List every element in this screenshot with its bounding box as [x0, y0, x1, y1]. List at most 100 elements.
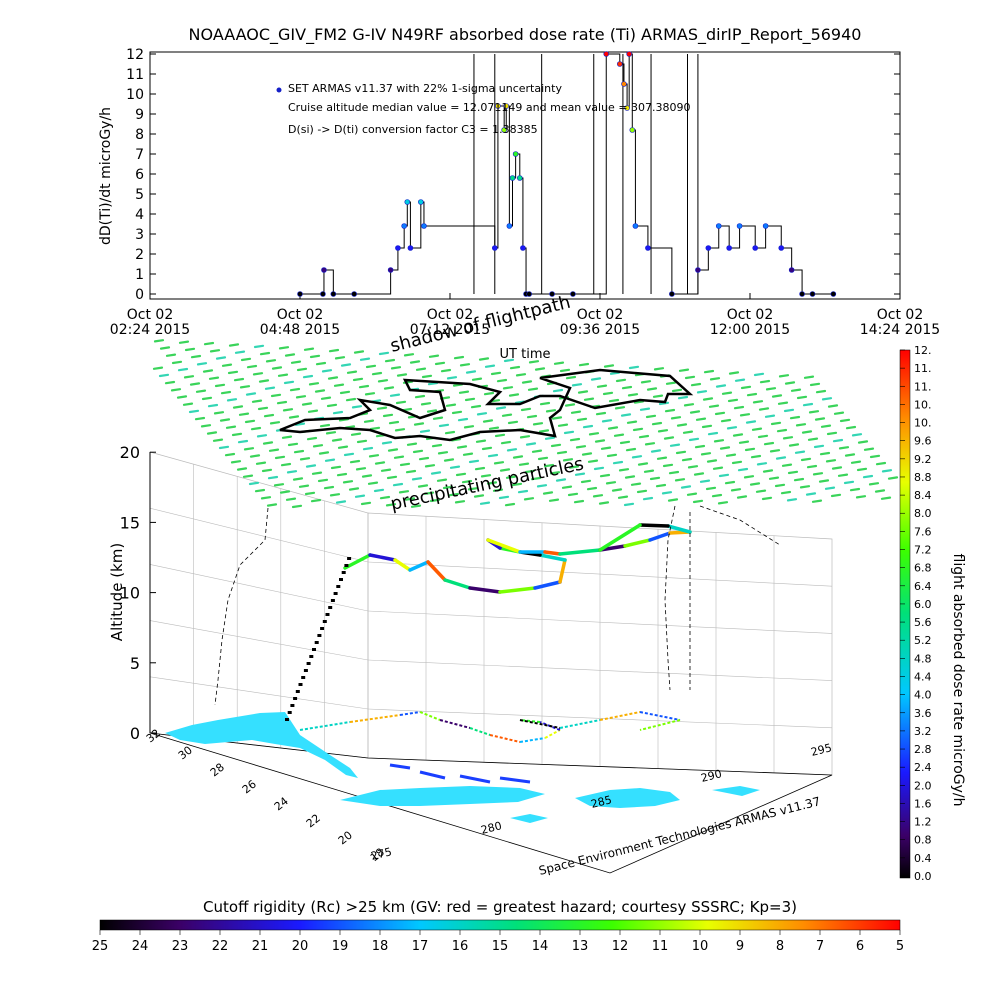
wall-grid-line: [149, 620, 369, 661]
particle-dash: [367, 481, 379, 485]
particle-dash: [688, 437, 700, 442]
ts-plot-frame: [149, 51, 901, 300]
particle-dash: [454, 500, 466, 504]
particle-dash: [177, 367, 189, 372]
ascent-track-dot: [295, 690, 300, 693]
particle-dash: [330, 465, 342, 470]
dose-colorbar-label: flight absorbed dose rate microGy/h: [950, 554, 966, 807]
particle-dash: [446, 376, 458, 380]
particle-dash: [638, 434, 650, 439]
particle-dash: [580, 479, 592, 484]
particle-dash: [502, 386, 514, 390]
bahamas-dots: [389, 763, 531, 784]
particle-dash: [479, 501, 491, 505]
particle-dash: [649, 476, 661, 481]
particle-dash: [670, 416, 682, 420]
particle-dash: [671, 388, 683, 393]
particle-dash: [682, 430, 694, 434]
rigidity-colorbar-tick-label: 23: [172, 939, 189, 954]
precipitating-particles-label: precipitating particles: [389, 453, 586, 514]
particle-dash: [613, 433, 625, 437]
floor-shadow-segment: [639, 719, 681, 731]
particle-dash: [480, 474, 492, 478]
particle-dash: [771, 394, 783, 398]
particle-dash: [496, 378, 508, 383]
particle-dash: [819, 451, 831, 456]
particle-dash: [361, 474, 373, 478]
ts-data-point: [421, 223, 427, 229]
particle-dash: [667, 498, 679, 502]
dose-colorbar-tick-label: 10.: [914, 417, 932, 430]
particle-dash: [493, 461, 505, 465]
cruise-path-segment: [558, 558, 567, 584]
particle-dash: [328, 348, 340, 353]
particle-dash: [565, 375, 577, 380]
particle-dash: [201, 396, 213, 401]
ascent-track-dot: [344, 564, 349, 567]
cruise-path-segment: [648, 531, 672, 542]
particle-dash: [506, 448, 518, 452]
particle-dash: [266, 503, 278, 507]
particle-dash: [414, 394, 426, 399]
particle-dash: [776, 428, 788, 433]
particle-dash: [661, 491, 673, 495]
dose-colorbar-tick-label: 9.2: [914, 453, 932, 466]
particle-dash: [843, 480, 855, 485]
ascent-track-dot: [317, 634, 322, 637]
particle-dash: [755, 489, 767, 493]
particle-dash: [734, 378, 746, 382]
particle-dash: [801, 430, 813, 434]
particle-dash: [430, 471, 442, 475]
particle-dash: [512, 455, 524, 459]
particle-dash: [398, 490, 410, 494]
particle-dash: [639, 407, 651, 411]
particle-dash: [310, 498, 322, 503]
ts-data-point: [570, 291, 576, 297]
particle-dash: [557, 423, 569, 427]
particle-dash: [863, 447, 875, 451]
particle-dash: [650, 449, 662, 453]
ts-y-tick-label: 4: [135, 207, 144, 223]
ts-x-tick-label-time: 07:12 2015: [410, 322, 490, 338]
particle-dash: [553, 361, 565, 365]
lat-tick-label: 24: [272, 795, 291, 814]
particle-dash: [874, 489, 886, 493]
particle-dash: [551, 416, 563, 420]
particle-dash: [733, 405, 745, 410]
particle-dash: [548, 498, 560, 502]
ts-data-point: [491, 245, 498, 251]
ascent-track-dot: [320, 627, 325, 630]
particle-dash: [317, 478, 329, 483]
particle-dash: [170, 388, 182, 392]
particle-dash: [563, 430, 575, 435]
ts-data-point: [645, 245, 651, 251]
ts-x-tick-label-date: Oct 02: [127, 307, 173, 323]
dose-colorbar-tick-label: 10.: [914, 398, 932, 411]
particle-dash: [412, 449, 424, 454]
particle-dash: [626, 420, 638, 424]
rigidity-colorbar-tick-label: 5: [896, 939, 904, 954]
particle-dash: [790, 388, 802, 392]
particle-dash: [545, 409, 557, 413]
particle-dash: [543, 463, 555, 468]
particle-dash: [818, 479, 830, 483]
dose-rate-time-series: dD(Ti)/dt microGy/h UT time 012345678910…: [98, 47, 940, 362]
particle-dash: [656, 456, 668, 460]
particle-dash: [423, 491, 435, 495]
ascent-track-dot: [293, 697, 298, 700]
ts-x-tick-label-date: Oct 02: [427, 307, 473, 323]
particle-dash: [292, 477, 304, 481]
dose-rate-colorbar: 0.0 0.4 0.8 1.2 1.6 2.0 2.4 2.8 3.2 3.6 4.0 4.4 4.8 5…: [899, 344, 966, 883]
particle-dash: [268, 448, 280, 452]
particle-dash: [837, 473, 849, 477]
particle-dash: [399, 462, 411, 467]
ts-data-point: [799, 291, 805, 297]
particle-dash: [827, 404, 839, 408]
particle-dash: [811, 499, 823, 503]
particle-dash: [702, 397, 714, 401]
ts-y-tick-label: 7: [135, 147, 144, 163]
particle-dash: [501, 413, 513, 417]
particle-dash: [264, 386, 276, 390]
particle-dash: [678, 368, 690, 372]
floor-shadow-segment: [469, 727, 491, 736]
